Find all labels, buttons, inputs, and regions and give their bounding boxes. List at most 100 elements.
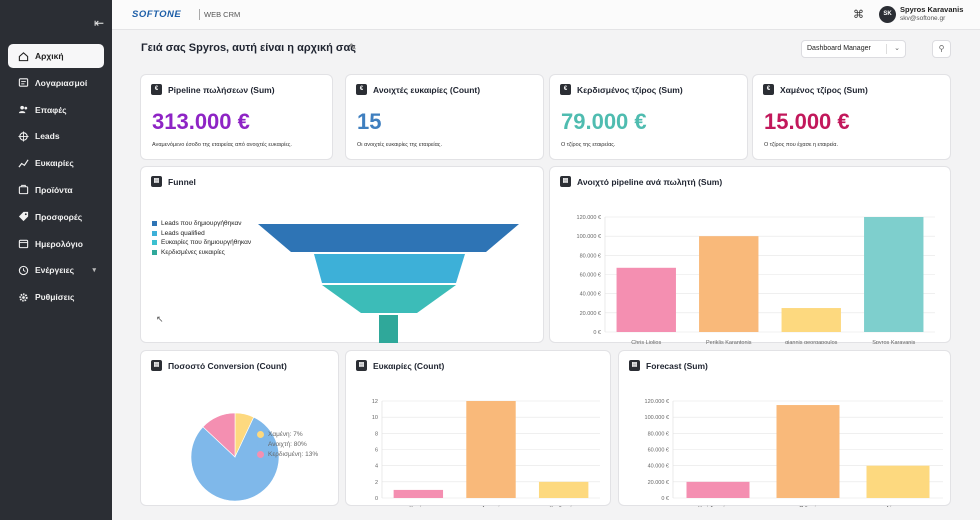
sidebar-item-label: Λογαριασμοί xyxy=(35,77,88,88)
sidebar-item-calendar[interactable]: Ημερολόγιο xyxy=(8,232,104,256)
sidebar-item-label: Ενέργειες xyxy=(35,265,75,276)
sidebar-item-actions[interactable]: Ενέργειες ▾ xyxy=(8,258,104,282)
sidebar-item-label: Αρχική xyxy=(35,51,64,61)
funnel-stage-leads-created xyxy=(258,224,519,252)
chart-icon: ▤ xyxy=(151,360,162,371)
x-tick-label: giannis georgapoulos xyxy=(785,340,838,344)
x-tick-label: Χαμένη xyxy=(409,505,427,507)
card-title: ▤ Funnel xyxy=(151,176,196,187)
user-email: skv@softone.gr xyxy=(900,15,946,22)
bar xyxy=(699,236,759,332)
card-title: € Κερδισμένος τζίρος (Sum) xyxy=(560,84,683,95)
sidebar-item-products[interactable]: Προϊόντα xyxy=(8,178,104,202)
legend-item: Leads που δημιουργήθηκαν xyxy=(152,220,251,227)
sidebar-item-label: Ευκαιρίες xyxy=(35,158,74,169)
forecast-bar-chart: 0 € 20.000 € 40.000 € 60.000 € 80.000 € 100.0… xyxy=(645,399,943,507)
avatar[interactable]: SK xyxy=(879,6,896,23)
brand-divider xyxy=(199,9,200,20)
chevron-down-icon: ⌄ xyxy=(894,45,900,52)
legend-item: Ανοιχτή: 80% xyxy=(257,441,318,448)
command-icon[interactable]: ⌘ xyxy=(853,9,864,21)
bar xyxy=(866,465,930,498)
chart-icon: ▤ xyxy=(151,176,162,187)
funnel-chart xyxy=(258,224,519,343)
home-icon xyxy=(18,51,29,61)
kpi-card-pipeline: € Pipeline πωλήσεων (Sum) 313.000 € Αναμε… xyxy=(140,74,333,160)
currency-icon: € xyxy=(151,84,162,95)
bar xyxy=(686,481,750,498)
currency-icon: € xyxy=(560,84,571,95)
user-name[interactable]: Spyros Karavanis xyxy=(900,5,964,14)
sidebar-item-home[interactable]: Αρχική xyxy=(8,44,104,68)
pipeline-bar-chart: 0 € 20.000 € 40.000 € 60.000 € 80.000 € 100.0… xyxy=(577,215,935,344)
dashboard-select[interactable]: Dashboard Manager ⌄ xyxy=(801,40,906,58)
legend-item: Χαμένη: 7% xyxy=(257,431,318,438)
pipeline-chart-card: ▤ Ανοιχτό pipeline ανά πωλητή (Sum) 0 € 20… xyxy=(549,166,951,344)
y-tick-label: 80.000 € xyxy=(580,253,601,259)
x-tick-label: Chris Liolios xyxy=(631,340,661,344)
kpi-description: Ο τζίρος που έχασε η εταιρεία. xyxy=(764,142,839,148)
sidebar-item-opportunities[interactable]: Ευκαιρίες xyxy=(8,151,104,175)
funnel-legend: Leads που δημιουργήθηκαν Leads qualified… xyxy=(152,220,251,258)
main-content: Γειά σας Spyros, αυτή είναι η αρχική σας… xyxy=(112,30,980,520)
funnel-card: ▤ Funnel Leads που δημιουργήθηκαν Leads q… xyxy=(140,166,544,343)
gear-icon xyxy=(19,293,28,302)
bar xyxy=(864,217,924,332)
calendar-icon xyxy=(18,239,29,249)
bar xyxy=(538,481,589,498)
currency-icon: € xyxy=(763,84,774,95)
card-title: € Pipeline πωλήσεων (Sum) xyxy=(151,84,275,95)
funnel-stage-leads-qualified xyxy=(314,254,465,283)
pie-slice xyxy=(202,412,236,458)
sidebar-item-offers[interactable]: Προσφορές xyxy=(8,205,104,229)
products-icon xyxy=(18,185,29,195)
kpi-description: Οι ανοιχτές ευκαιρίες της εταιρείας. xyxy=(357,142,442,148)
sidebar-item-contacts[interactable]: Επαφές xyxy=(8,98,104,122)
kpi-value: 15 xyxy=(357,109,382,134)
x-tick-label: Κερδισμένη xyxy=(549,505,577,507)
funnel-stage-opportunities-created xyxy=(322,285,456,313)
kpi-card-won-revenue: € Κερδισμένος τζίρος (Sum) 79.000 € Ο τζί… xyxy=(549,74,748,160)
legend-item: Κερδισμένη: 13% xyxy=(257,451,318,458)
y-tick-label: 0 xyxy=(375,496,378,502)
y-tick-label: 40.000 € xyxy=(648,464,669,470)
card-title: ▤ Ποσοστό Conversion (Count) xyxy=(151,360,287,371)
sidebar-item-accounts[interactable]: Λογαριασμοί xyxy=(8,71,104,95)
opportunities-bar-chart: 0 2 4 6 8 10 12 Χαμένη Ανοιχτή Κερδισμένη xyxy=(372,399,600,507)
y-tick-label: 100.000 € xyxy=(577,234,601,240)
sidebar-item-settings[interactable]: Ρυθμίσεις xyxy=(8,285,104,309)
bar xyxy=(393,489,444,498)
y-tick-label: 120.000 € xyxy=(645,399,669,405)
collapse-sidebar-icon[interactable]: ⇤ xyxy=(93,16,105,30)
card-title: € Χαμένος τζίρος (Sum) xyxy=(763,84,868,95)
sidebar: ⇤ Αρχική Λογαριασμοί Επαφές Leads Ευκαιρ… xyxy=(0,0,112,520)
sidebar-item-leads[interactable]: Leads xyxy=(8,124,104,148)
y-tick-label: 60.000 € xyxy=(648,448,669,454)
filter-button[interactable]: ⚲ xyxy=(932,40,951,58)
y-tick-label: 40.000 € xyxy=(580,292,601,298)
leads-icon xyxy=(18,131,29,142)
chevron-down-icon: ▾ xyxy=(92,267,96,275)
opportunities-icon xyxy=(18,159,29,168)
y-tick-label: 10 xyxy=(372,415,378,421)
card-title: ▤ Forecast (Sum) xyxy=(629,360,708,371)
forecast-chart-card: ▤ Forecast (Sum) 0 € 20.000 € 40.000 € 60.00… xyxy=(618,350,951,507)
y-tick-label: 0 € xyxy=(661,496,669,502)
kpi-value: 79.000 € xyxy=(561,109,647,134)
currency-icon: € xyxy=(356,84,367,95)
kpi-card-lost-revenue: € Χαμένος τζίρος (Sum) 15.000 € Ο τζίρος … xyxy=(752,74,951,160)
brand-logo[interactable]: SOFTONE xyxy=(132,9,182,20)
funnel-stage-won-opportunities xyxy=(379,315,398,343)
bar xyxy=(781,308,841,332)
edit-icon[interactable]: ✎ xyxy=(349,42,357,52)
y-tick-label: 120.000 € xyxy=(577,215,601,221)
y-tick-label: 0 € xyxy=(593,330,601,336)
actions-icon xyxy=(18,265,29,276)
cursor-icon: ↖ xyxy=(156,314,164,324)
conversion-pie-chart xyxy=(190,412,280,502)
card-title: ▤ Ευκαιρίες (Count) xyxy=(356,360,444,371)
card-title: € Ανοιχτές ευκαιρίες (Count) xyxy=(356,84,480,95)
x-tick-label: Υπό διερεύνηση xyxy=(698,505,738,507)
product-name: WEB CRM xyxy=(204,10,241,19)
contacts-icon xyxy=(18,105,28,114)
